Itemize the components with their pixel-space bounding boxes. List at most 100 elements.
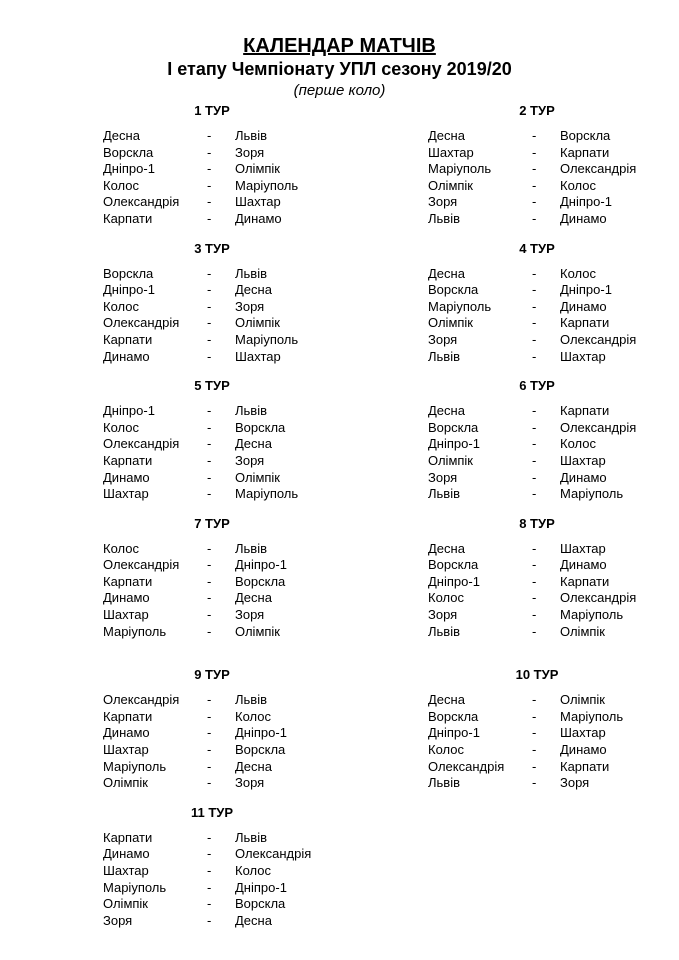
round-block: 2 ТУР Десна - Ворскла Шахтар - Карпати М… (428, 103, 646, 228)
match-row: Десна - Карпати (428, 403, 646, 420)
match-row: Колос - Динамо (428, 742, 646, 759)
match-row: Дніпро-1 - Десна (103, 282, 321, 299)
match-separator: - (532, 486, 537, 502)
match-row: Карпати - Ворскла (103, 574, 321, 591)
away-team: Олександрія (560, 161, 637, 177)
home-team: Динамо (103, 846, 150, 862)
match-separator: - (207, 486, 212, 502)
round-title: 1 ТУР (194, 103, 230, 118)
away-team: Олександрія (235, 846, 312, 862)
match-separator: - (532, 282, 537, 298)
match-row: Олександрія - Дніпро-1 (103, 557, 321, 574)
match-separator: - (532, 557, 537, 573)
match-list: Десна - Олімпік Ворскла - Маріуполь Дніп… (428, 692, 646, 792)
match-row: Ворскла - Дніпро-1 (428, 282, 646, 299)
match-row: Олександрія - Львів (103, 692, 321, 709)
away-team: Шахтар (560, 540, 606, 556)
round-title: 3 ТУР (194, 240, 230, 256)
match-row: Зоря - Маріуполь (428, 607, 646, 624)
home-team: Львів (428, 775, 461, 791)
away-team: Карпати (560, 403, 610, 419)
round-title: 7 ТУР (194, 515, 230, 531)
away-team: Шахтар (235, 194, 281, 210)
match-separator: - (207, 590, 212, 606)
match-separator: - (207, 623, 212, 639)
home-team: Олімпік (103, 896, 148, 912)
match-separator: - (207, 775, 212, 791)
match-row: Ворскла - Динамо (428, 557, 646, 574)
away-team: Львів (235, 128, 268, 143)
home-team: Дніпро-1 (428, 725, 480, 741)
away-team: Десна (235, 758, 272, 774)
match-separator: - (207, 177, 212, 193)
round-block: 4 ТУР Десна - Колос Ворскла - Дніпро-1 М… (428, 241, 646, 366)
home-team: Карпати (103, 708, 153, 724)
home-team: Карпати (103, 331, 153, 347)
home-team: Олімпік (428, 177, 473, 193)
match-separator: - (532, 758, 537, 774)
match-row: Динамо - Олімпік (103, 470, 321, 487)
match-separator: - (207, 742, 212, 758)
away-team: Олімпік (560, 623, 605, 639)
away-team: Олімпік (235, 623, 280, 639)
match-separator: - (532, 573, 537, 589)
away-team: Колос (235, 708, 271, 724)
home-team: Карпати (103, 573, 153, 589)
match-row: Ворскла - Олександрія (428, 420, 646, 437)
home-team: Ворскла (103, 144, 154, 160)
match-separator: - (532, 607, 537, 623)
match-row: Шахтар - Карпати (428, 145, 646, 162)
home-team: Олександрія (103, 315, 180, 331)
away-team: Динамо (235, 210, 282, 226)
home-team: Зоря (428, 607, 458, 623)
round-block: 3 ТУР Ворскла - Львів Дніпро-1 - Десна К… (103, 241, 321, 366)
match-list: Карпати - Львів Динамо - Олександрія Шах… (103, 830, 321, 930)
match-row: Олександрія - Карпати (428, 759, 646, 776)
away-team: Колос (560, 177, 596, 193)
match-row: Дніпро-1 - Львів (103, 403, 321, 420)
home-team: Динамо (103, 590, 150, 606)
home-team: Шахтар (103, 742, 149, 758)
match-row: Львів - Олімпік (428, 624, 646, 641)
away-team: Зоря (235, 144, 265, 160)
match-separator: - (532, 265, 537, 281)
match-separator: - (532, 775, 537, 791)
home-team: Динамо (103, 348, 150, 364)
rounds-grid: 1 ТУР Десна - Львів Ворскла - Зоря Дніпр… (0, 103, 679, 929)
away-team: Олімпік (235, 315, 280, 331)
home-team: Дніпро-1 (428, 573, 480, 589)
match-separator: - (532, 161, 537, 177)
match-separator: - (207, 403, 212, 419)
round-block: 10 ТУР Десна - Олімпік Ворскла - Маріупо… (428, 667, 646, 792)
home-team: Ворскла (428, 419, 479, 435)
match-row: Олександрія - Шахтар (103, 194, 321, 211)
match-row: Колос - Олександрія (428, 590, 646, 607)
match-row: Дніпро-1 - Колос (428, 436, 646, 453)
home-team: Маріуполь (428, 161, 492, 177)
home-team: Олександрія (103, 692, 180, 708)
match-list: Десна - Шахтар Ворскла - Динамо Дніпро-1… (428, 541, 646, 641)
match-separator: - (207, 128, 212, 143)
match-row: Десна - Львів (103, 128, 321, 145)
page-title: КАЛЕНДАР МАТЧІВ (243, 35, 436, 57)
away-team: Динамо (560, 742, 607, 758)
match-row: Львів - Маріуполь (428, 486, 646, 503)
away-team: Маріуполь (235, 331, 299, 347)
match-row: Олімпік - Ворскла (103, 896, 321, 913)
match-row: Маріуполь - Динамо (428, 299, 646, 316)
round-title: 5 ТУР (194, 378, 230, 394)
match-separator: - (532, 540, 537, 556)
away-team: Маріуполь (560, 607, 624, 623)
round-block: 11 ТУР Карпати - Львів Динамо - Олександ… (103, 805, 321, 930)
home-team: Колос (103, 540, 139, 556)
away-team: Дніпро-1 (235, 879, 287, 895)
round-title: 2 ТУР (519, 103, 555, 118)
match-separator: - (532, 469, 537, 485)
match-row: Десна - Олімпік (428, 692, 646, 709)
home-team: Карпати (103, 210, 153, 226)
away-team: Олімпік (235, 161, 280, 177)
away-team: Динамо (560, 557, 607, 573)
match-separator: - (532, 315, 537, 331)
match-separator: - (532, 452, 537, 468)
home-team: Колос (428, 742, 464, 758)
